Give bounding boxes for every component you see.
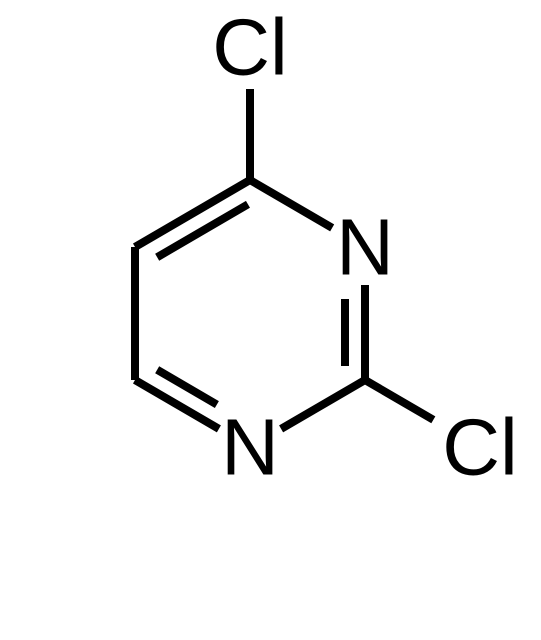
bond-line bbox=[157, 204, 248, 257]
bond-line bbox=[281, 380, 365, 429]
atom-label-cl: Cl bbox=[212, 3, 288, 92]
atom-label-n: N bbox=[336, 203, 394, 292]
atom-label-cl: Cl bbox=[442, 403, 518, 492]
bond-line bbox=[250, 180, 332, 228]
bond-line bbox=[365, 380, 433, 420]
bond-line bbox=[135, 380, 219, 429]
atom-label-n: N bbox=[221, 403, 279, 492]
